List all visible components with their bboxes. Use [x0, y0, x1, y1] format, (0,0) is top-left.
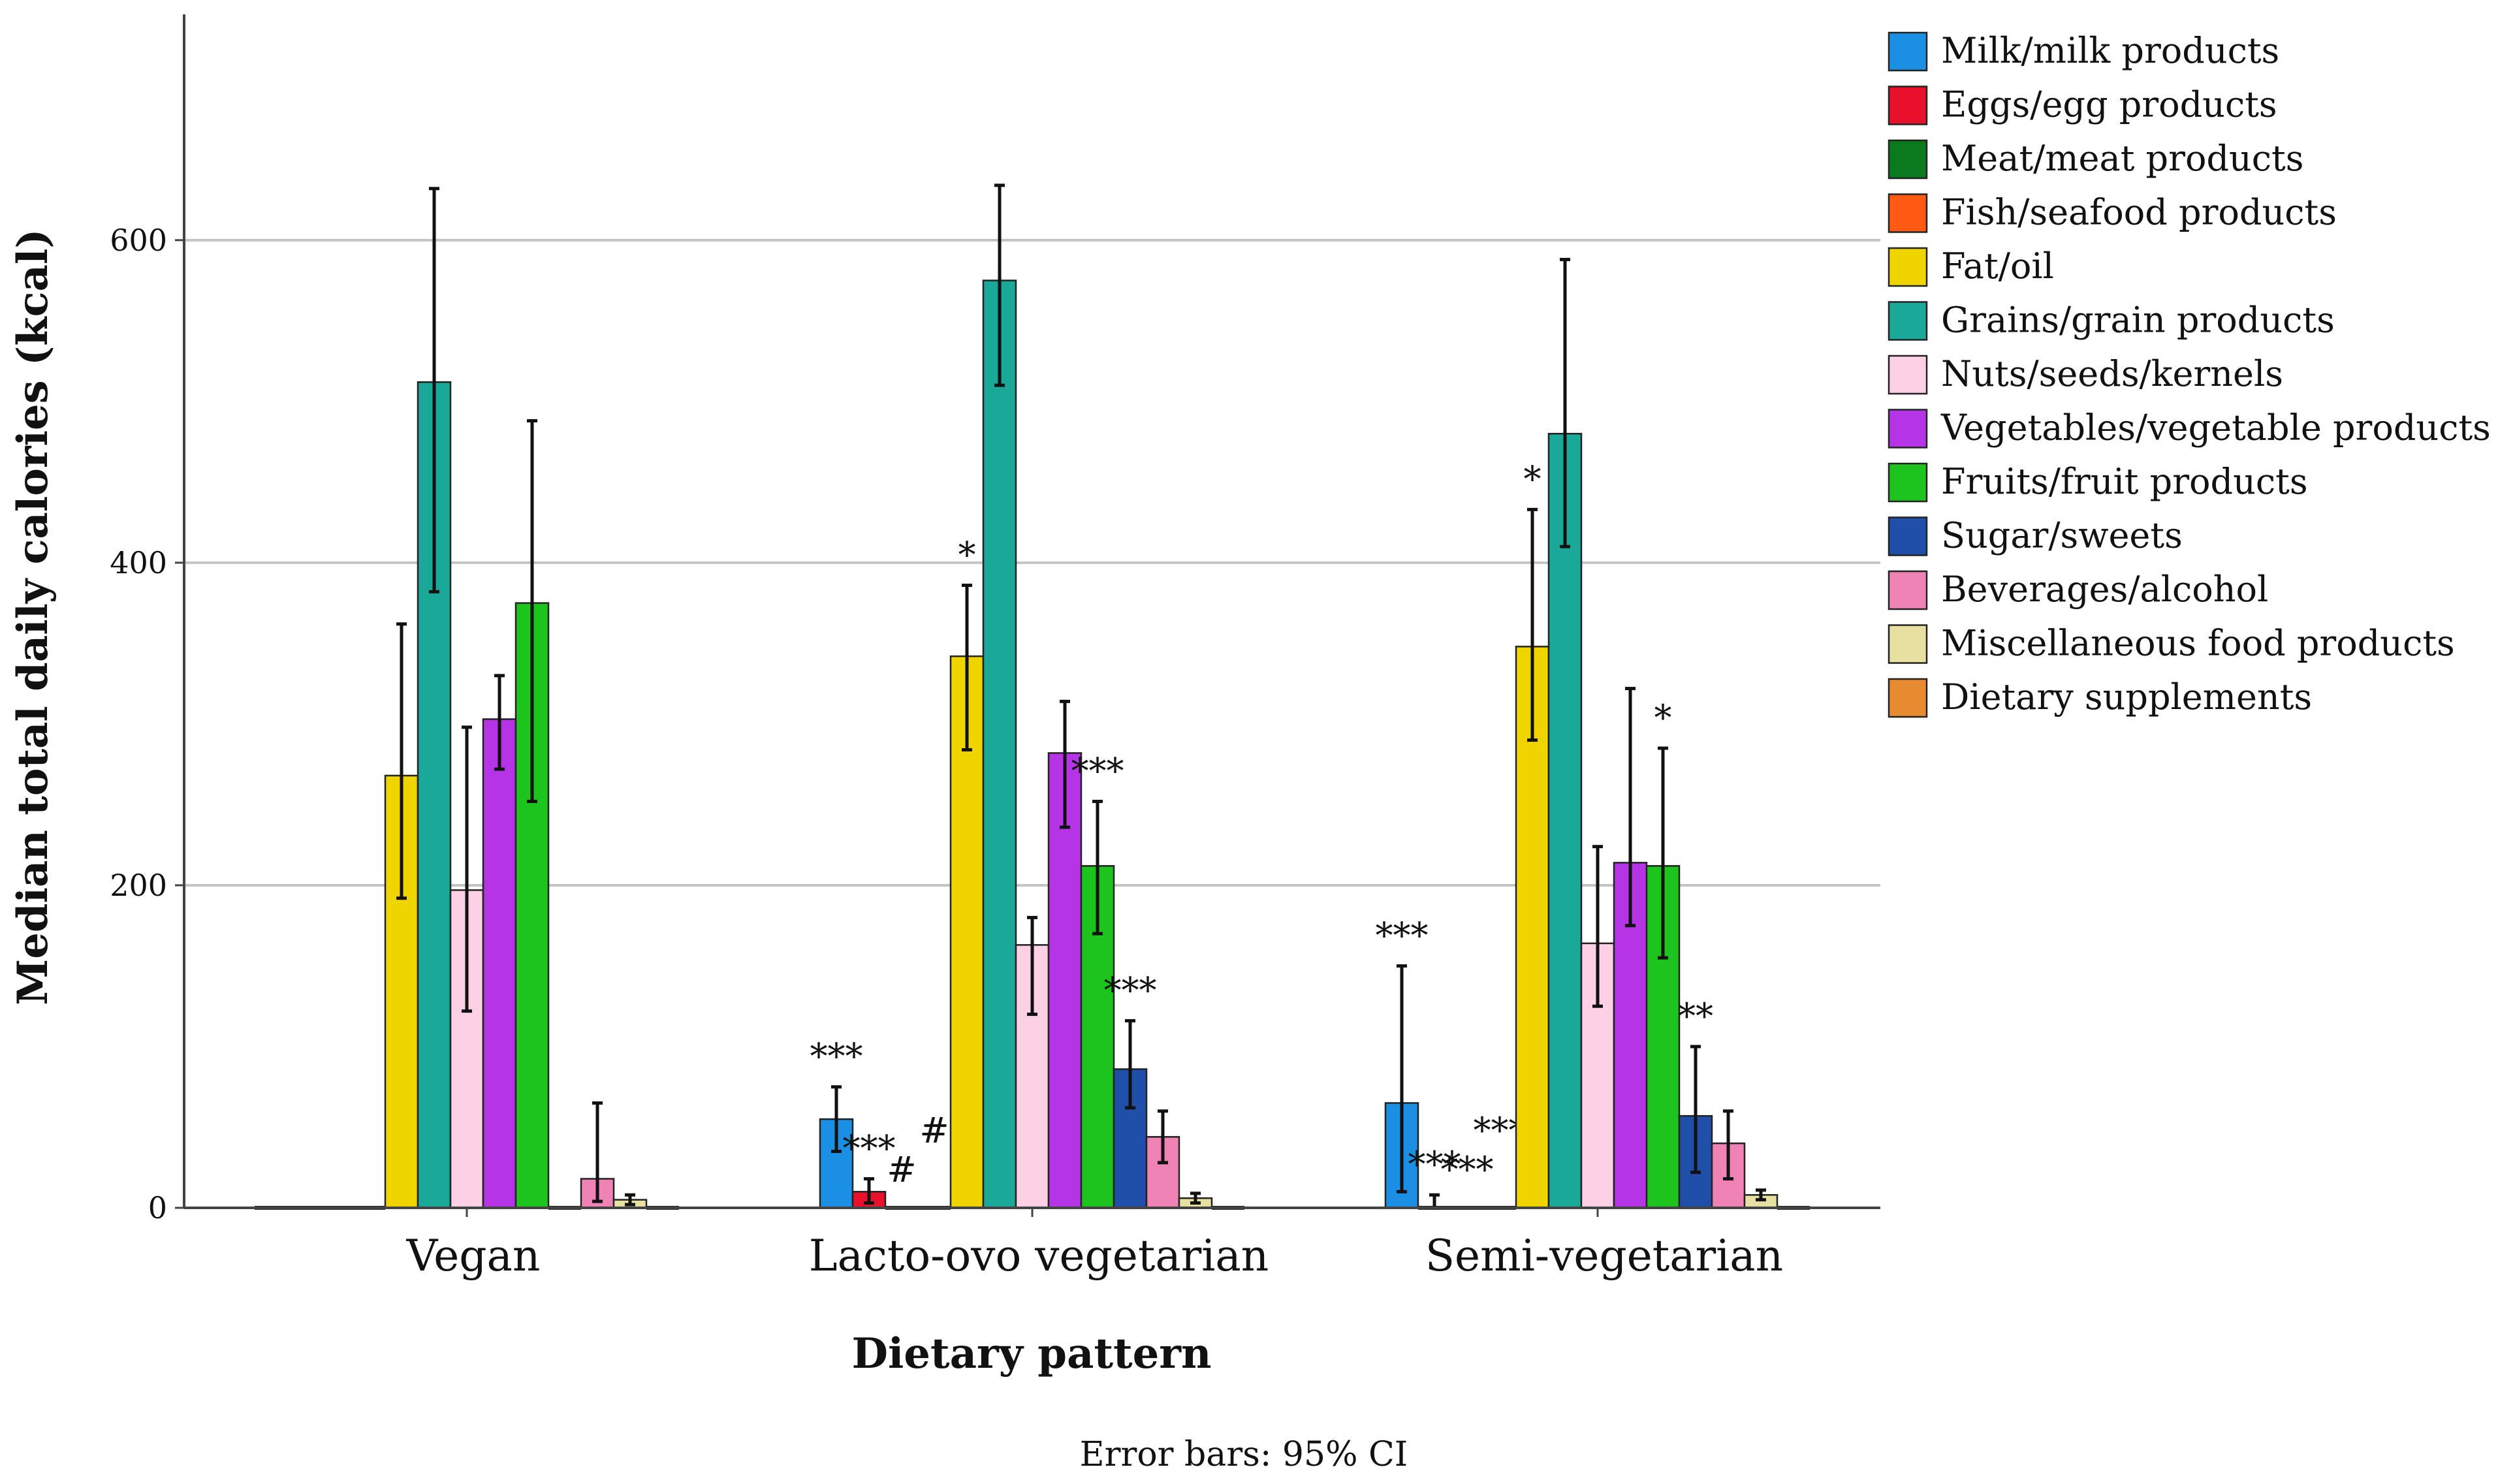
y-tick-label: 200: [110, 868, 167, 903]
y-axis-title: Median total daily calories (kcal): [8, 229, 57, 1005]
legend-swatch: [1888, 301, 1928, 341]
legend-swatch: [1888, 247, 1928, 287]
legend-label: Eggs/egg products: [1941, 84, 2277, 125]
bar: [1145, 1136, 1180, 1209]
legend-swatch: [1888, 570, 1928, 610]
error-bar-note: Error bars: 95% CI: [1080, 1435, 1408, 1474]
x-categories: Vegan Lacto-ovo vegetarian Semi-vegetarian: [406, 1231, 1784, 1281]
significance-label: **: [1678, 996, 1713, 1037]
legend-label: Grains/grain products: [1941, 300, 2335, 341]
legend-label: Meat/meat products: [1941, 138, 2303, 179]
significance-label: *: [958, 534, 976, 575]
significance-label: ***: [1408, 1144, 1461, 1185]
legend-label: Vegetables/vegetable products: [1940, 407, 2491, 449]
significance-label: ***: [810, 1036, 863, 1077]
y-tick-label: 600: [110, 223, 167, 258]
legend: Milk/milk products Eggs/egg products Meat/…: [1888, 30, 2491, 718]
legend-swatch: [1888, 193, 1928, 233]
significance-label: *: [1524, 458, 1541, 499]
legend-label: Miscellaneous food products: [1941, 623, 2455, 664]
legend-swatch: [1888, 678, 1928, 718]
legend-label: Beverages/alcohol: [1941, 569, 2268, 610]
bar: [482, 718, 517, 1209]
significance-label: *: [1654, 697, 1672, 738]
legend-label: Fat/oil: [1941, 245, 2054, 287]
y-tick-label: 0: [148, 1190, 167, 1225]
significance-label: ***: [1104, 970, 1157, 1011]
legend-swatch: [1888, 355, 1928, 395]
bars: ******##***********************: [255, 183, 1810, 1210]
x-category-label: Semi-vegetarian: [1425, 1231, 1783, 1281]
y-tick-label: 400: [110, 545, 167, 580]
significance-label: #: [919, 1110, 949, 1151]
legend-label: Dietary supplements: [1941, 676, 2312, 718]
bar: [982, 279, 1017, 1209]
x-category-label: Lacto-ovo vegetarian: [809, 1231, 1269, 1281]
significance-label: ***: [1441, 1149, 1494, 1190]
legend-swatch: [1888, 139, 1928, 180]
legend-swatch: [1888, 624, 1928, 664]
legend-label: Sugar/sweets: [1941, 515, 2183, 556]
legend-label: Milk/milk products: [1941, 30, 2279, 71]
legend-label: Fish/seafood products: [1941, 192, 2337, 233]
significance-label: ***: [843, 1128, 896, 1169]
significance-label: ***: [1376, 915, 1429, 956]
legend-swatch: [1888, 409, 1928, 449]
legend-label: Nuts/seeds/kernels: [1941, 353, 2283, 394]
x-axis-title: Dietary pattern: [851, 1329, 1211, 1378]
legend-swatch: [1888, 462, 1928, 503]
legend-swatch: [1888, 516, 1928, 556]
y-ticks: 0 200 400 600: [110, 223, 1599, 1225]
legend-label: Fruits/fruit products: [1941, 461, 2308, 502]
legend-swatch: [1888, 86, 1928, 125]
legend-swatch: [1888, 31, 1928, 72]
bar: [1547, 433, 1583, 1209]
x-category-label: Vegan: [406, 1231, 541, 1281]
significance-label: #: [887, 1149, 916, 1190]
significance-label: ***: [1071, 750, 1124, 791]
